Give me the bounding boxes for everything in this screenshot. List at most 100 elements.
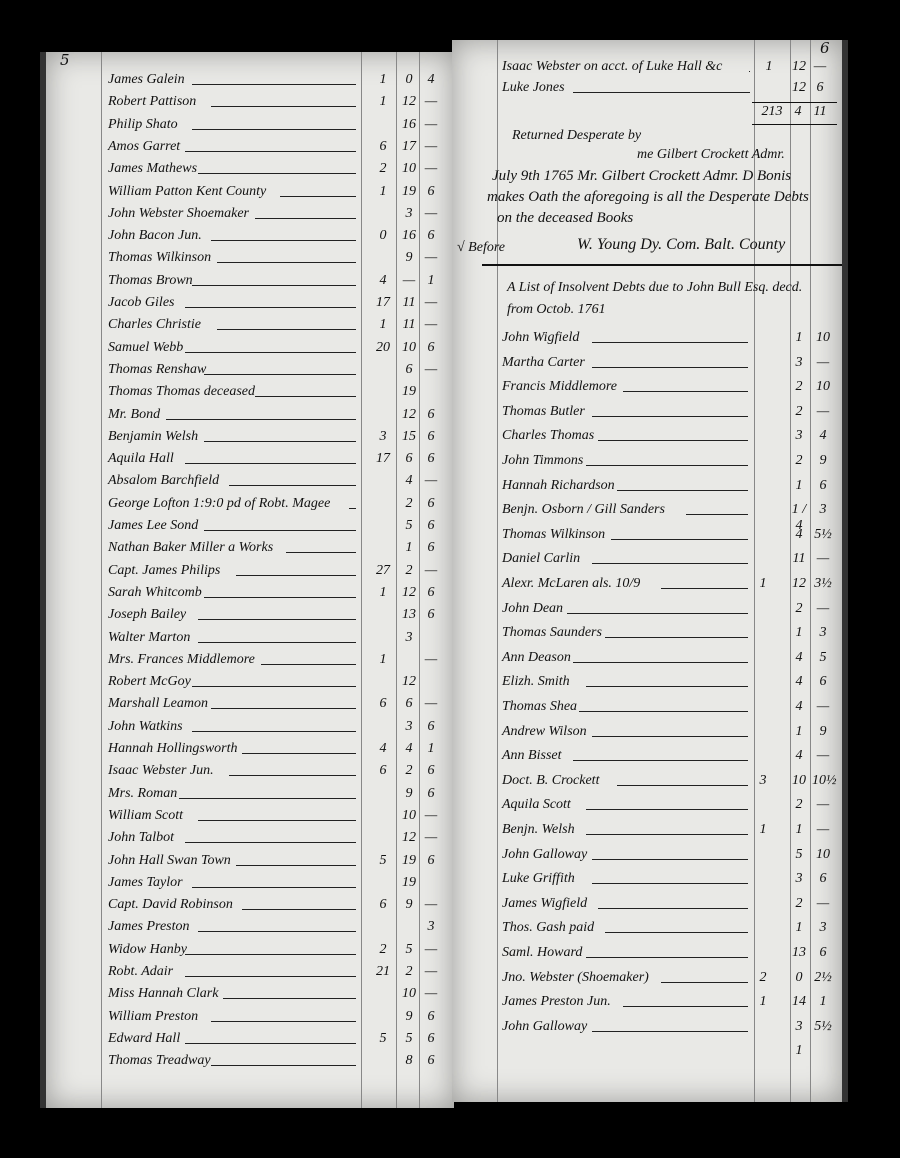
ledger-entry: Benjamin Welsh 3 15 6	[46, 429, 454, 449]
shillings-amount: 3	[795, 354, 803, 370]
pounds-amount: 6	[379, 897, 387, 913]
ledger-entry: Aquila Scott 2 —	[452, 797, 842, 817]
ledger-entry: Thos. Gash paid 1 3	[452, 920, 842, 940]
debtor-name: Hannah Richardson	[502, 477, 615, 493]
shillings-amount: 19	[402, 384, 416, 400]
pounds-amount: 3	[379, 428, 387, 444]
pounds-amount: 1	[759, 994, 767, 1010]
oath-line: makes Oath the aforegoing is all the Des…	[487, 189, 809, 205]
pence-amount: —	[424, 295, 438, 310]
before-mark: √ Before	[457, 240, 505, 255]
debtor-name: Philip Shato	[108, 116, 178, 132]
pence-amount: —	[816, 699, 830, 714]
ledger-entry: John Timmons 2 9	[452, 453, 842, 473]
shillings-amount: 10	[402, 986, 416, 1002]
leader-line	[591, 883, 748, 885]
shillings-amount: 1	[405, 540, 413, 556]
leader-line	[661, 981, 748, 983]
pence-amount: 6	[427, 785, 435, 801]
shillings-amount: 2	[795, 379, 803, 395]
total-pounds: 213	[761, 104, 783, 119]
pounds-amount: 21	[376, 964, 390, 979]
pence-amount: 2½	[814, 969, 832, 985]
pounds-amount: 6	[379, 138, 387, 154]
leader-line	[166, 418, 356, 420]
shillings-amount: 5	[405, 1030, 413, 1046]
shillings-amount: 6	[405, 696, 413, 712]
leader-line	[585, 834, 748, 835]
debtor-name: Elizh. Smith	[502, 674, 570, 690]
ledger-entry: Thomas Thomas deceased 19	[46, 384, 454, 404]
leader-line	[185, 953, 356, 955]
leader-line	[216, 262, 356, 264]
debtor-name: John Webster Shoemaker	[108, 205, 250, 221]
shillings-amount: 2	[795, 797, 803, 813]
leader-line	[591, 415, 748, 417]
leader-line	[185, 842, 356, 844]
pence-amount: 6	[427, 540, 435, 556]
debtor-name: Mrs. Frances Middlemore	[108, 651, 255, 667]
leader-line	[604, 637, 748, 639]
shillings-amount: 3	[405, 205, 413, 221]
shillings-amount: 11	[402, 317, 416, 333]
ledger-entry: James Galein 1 0 4	[46, 72, 454, 92]
pounds-amount: 1	[379, 94, 387, 110]
ledger-entry: Robt. Adair 21 2 —	[46, 964, 454, 984]
debtor-name: James Preston	[108, 919, 190, 935]
pence-amount: 6	[819, 945, 827, 960]
total-row: 213 4 11	[452, 104, 842, 124]
leader-line	[604, 932, 748, 934]
section-divider	[482, 264, 842, 266]
shillings-amount: 11	[792, 551, 806, 567]
pounds-column-rule	[361, 52, 362, 1108]
debtor-name: Thomas Shea	[502, 699, 578, 714]
debtor-name: Nathan Baker Miller a Works	[108, 540, 274, 556]
pence-amount: 3	[427, 919, 435, 935]
ledger-entry: Luke Jones 12 6	[452, 80, 842, 100]
shillings-amount: 0	[795, 969, 803, 985]
leader-line	[185, 150, 356, 152]
pounds-amount: 1	[765, 59, 773, 74]
debtor-name: Thomas Wilkinson	[108, 250, 212, 266]
ledger-entry: John Hall Swan Town 5 19 6	[46, 853, 454, 873]
oath-line: on the deceased Books	[497, 210, 634, 226]
pence-amount: 6	[427, 1008, 435, 1024]
pence-amount: —	[424, 696, 438, 712]
ledger-entry: Joseph Bailey 13 6	[46, 607, 454, 627]
debtor-name: James Galein	[108, 72, 185, 87]
leader-line	[661, 588, 748, 589]
debtor-name: Edward Hall	[108, 1030, 181, 1046]
ledger-entry: Thomas Shea 4 —	[452, 699, 842, 719]
shillings-amount: 13	[792, 945, 806, 960]
shillings-amount: 4	[405, 741, 413, 756]
shillings-amount: 2	[405, 763, 413, 779]
shillings-amount: 4	[795, 699, 803, 714]
leader-line	[591, 858, 748, 860]
debtor-name: William Preston	[108, 1008, 199, 1024]
debtor-name: Mrs. Roman	[108, 785, 178, 801]
leader-line	[617, 489, 748, 491]
ledger-entry: Doct. B. Crockett 3 10 10½	[452, 773, 842, 793]
ledger-entry: George Lofton 1:9:0 pd of Robt. Magee 2 6	[46, 496, 454, 516]
debtor-name: Alexr. McLaren als. 10/9	[502, 576, 641, 591]
pence-amount: 6	[427, 339, 435, 355]
ledger-entry: Mr. Bond 12 6	[46, 407, 454, 427]
leader-line	[210, 240, 356, 242]
leader-line	[242, 909, 356, 911]
ledger-entry: James Lee Sond 5 6	[46, 518, 454, 538]
pounds-amount: 17	[376, 295, 390, 310]
leader-line	[216, 329, 356, 331]
pence-amount: 10	[816, 846, 830, 862]
debtor-name: Thomas Saunders	[502, 625, 602, 641]
pence-amount: —	[816, 354, 830, 370]
shillings-amount: 12	[402, 830, 416, 846]
debtor-name: Thomas Brown	[108, 272, 193, 288]
left-ledger-page: 5 James Galein 1 0 4 Robert Pattison 1 12— Phil…	[40, 52, 454, 1108]
shillings-amount: 3	[405, 718, 413, 734]
debtor-name: Luke Griffith	[502, 871, 575, 887]
ledger-entry: John Talbot 12 —	[46, 830, 454, 850]
shillings-amount: 10	[402, 339, 416, 355]
pence-amount: 6	[427, 451, 435, 467]
ledger-entry: William Patton Kent County 1 19 6	[46, 184, 454, 204]
shillings-amount: 4	[795, 748, 803, 764]
